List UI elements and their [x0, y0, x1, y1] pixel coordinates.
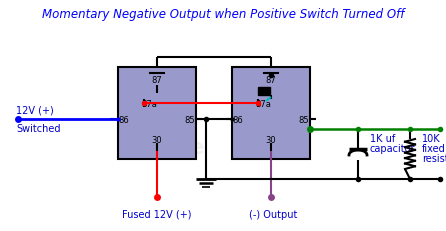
Text: 86: 86	[233, 116, 244, 125]
Bar	[118, 68, 196, 159]
Text: capacitor: capacitor	[370, 143, 416, 153]
Bar	[232, 68, 310, 159]
Text: 86: 86	[119, 116, 129, 125]
Text: 10K: 10K	[422, 134, 441, 143]
Text: the: the	[164, 137, 206, 157]
Text: 87a: 87a	[255, 100, 271, 109]
Text: fixed: fixed	[422, 143, 446, 153]
Text: 87a: 87a	[141, 100, 157, 109]
Text: resistor: resistor	[422, 153, 446, 163]
Text: Momentary Negative Output when Positive Switch Turned Off: Momentary Negative Output when Positive …	[42, 8, 404, 21]
Text: 30: 30	[266, 136, 277, 145]
Bar	[258, 88, 270, 96]
Text: 87: 87	[266, 76, 277, 85]
Text: Fused 12V (+): Fused 12V (+)	[122, 209, 192, 219]
Text: 1K uf: 1K uf	[370, 134, 395, 143]
Text: Switched: Switched	[16, 123, 61, 134]
Text: 87: 87	[152, 76, 162, 85]
Text: (-) Output: (-) Output	[249, 209, 297, 219]
Text: 85: 85	[299, 116, 310, 125]
Text: 12V (+): 12V (+)	[16, 106, 54, 116]
Text: 85: 85	[185, 116, 195, 125]
Text: 30: 30	[152, 136, 162, 145]
